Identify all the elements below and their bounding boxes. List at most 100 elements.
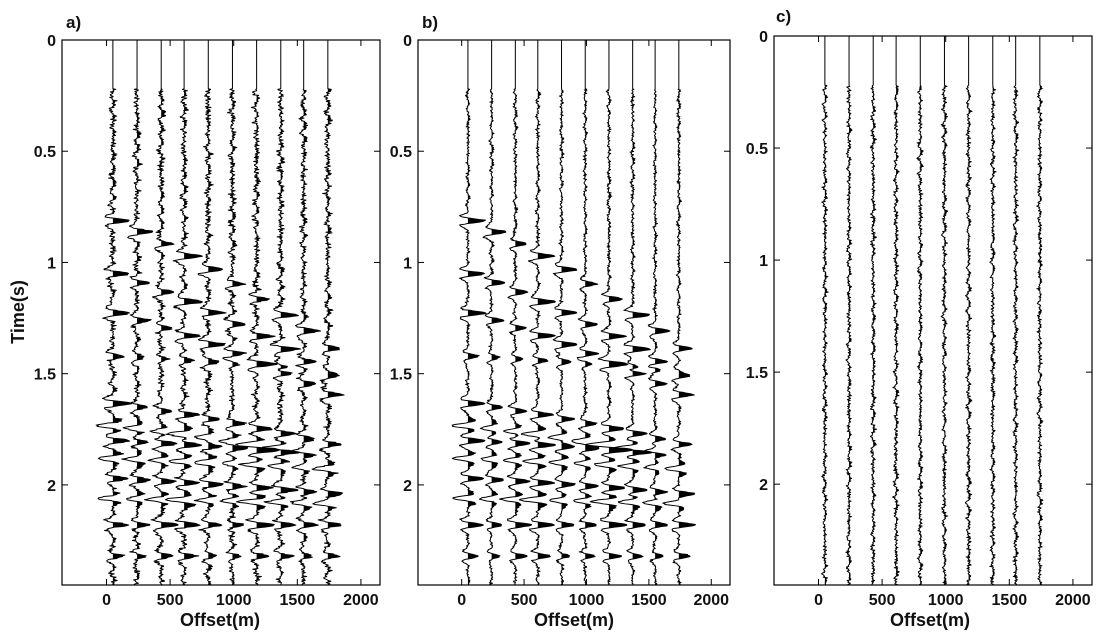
trace-wiggle (585, 40, 633, 585)
panel-c-x-axis-label: Offset(m) (890, 610, 970, 630)
trace-wiggle (642, 40, 671, 586)
trace-fill (1039, 36, 1043, 585)
trace (662, 40, 696, 585)
trace-wiggle (498, 40, 532, 585)
trace (451, 40, 487, 585)
trace-wiggle (547, 40, 578, 586)
y-tick-label: 0.5 (390, 144, 412, 161)
panel-c-label: c) (776, 7, 791, 26)
trace-fill (849, 36, 853, 585)
y-tick-label: 2 (759, 477, 768, 494)
x-tick-label: 2000 (343, 592, 379, 609)
trace (845, 36, 853, 586)
trace-fill (208, 40, 227, 585)
trace (1036, 36, 1044, 585)
trace (498, 40, 532, 585)
x-tick-label: 1500 (280, 592, 316, 609)
y-tick-label: 1 (759, 253, 768, 270)
y-tick-label: 1.5 (746, 365, 768, 382)
trace-wiggle (235, 40, 281, 585)
trace (95, 40, 133, 586)
panel-a-label: a) (66, 13, 81, 32)
trace (478, 40, 507, 586)
trace-wiggle (451, 40, 487, 585)
trace-wiggle (193, 40, 227, 586)
trace-wiggle (613, 40, 653, 585)
trace-wiggle (662, 40, 696, 585)
trace-wiggle (1012, 36, 1020, 585)
trace (1012, 36, 1020, 585)
trace (989, 36, 997, 586)
y-tick-label: 2 (403, 478, 412, 495)
trace (121, 40, 154, 585)
trace (235, 40, 281, 585)
x-tick-label: 1500 (631, 592, 667, 609)
x-tick-label: 0 (102, 592, 111, 609)
x-tick-label: 0 (814, 592, 823, 609)
trace-fill (515, 40, 532, 585)
trace (518, 40, 557, 585)
trace-wiggle (571, 40, 600, 586)
plot-frame (417, 39, 731, 586)
x-tick-label: 500 (157, 592, 184, 609)
trace-wiggle (1036, 36, 1044, 585)
trace (571, 40, 600, 586)
trace-wiggle (892, 36, 900, 586)
panel-b-label: b) (422, 13, 438, 32)
trace-wiggle (478, 40, 507, 586)
plot-frame (773, 35, 1093, 586)
trace (144, 40, 179, 585)
trace-fill (585, 40, 599, 585)
trace-wiggle (95, 40, 133, 586)
trace (869, 36, 878, 585)
trace (642, 40, 671, 586)
trace (289, 40, 322, 585)
y-tick-label: 1 (403, 255, 412, 272)
trace-fill (678, 40, 696, 585)
trace (964, 36, 973, 586)
trace (262, 40, 302, 585)
trace (585, 40, 633, 585)
trace-wiggle (916, 36, 924, 586)
trace-wiggle (964, 36, 973, 586)
trace (892, 36, 900, 586)
panel-a-y-axis-label: Time(s) (8, 280, 28, 344)
y-tick-label: 0.5 (34, 144, 56, 161)
trace-fill (491, 40, 506, 585)
y-tick-label: 1 (47, 255, 56, 272)
y-tick-label: 0 (47, 33, 56, 50)
plot-frame (61, 39, 381, 586)
trace (311, 40, 345, 585)
trace (613, 40, 653, 585)
y-tick-label: 0.5 (746, 141, 768, 158)
y-tick-label: 1.5 (34, 367, 56, 384)
x-tick-label: 1000 (569, 592, 605, 609)
x-tick-label: 1000 (216, 592, 252, 609)
trace-wiggle (262, 40, 302, 585)
x-tick-label: 500 (511, 592, 538, 609)
trace-fill (537, 40, 556, 585)
panel-c: c) Offset(m) 0 0.5 1 1.5 2 0 500 1000 1500 2000 (746, 7, 1093, 630)
x-tick-label: 2000 (693, 592, 729, 609)
trace-fill (232, 40, 248, 585)
y-tick-label: 2 (47, 478, 56, 495)
x-tick-label: 2000 (1055, 592, 1091, 609)
trace-wiggle (144, 40, 179, 585)
trace-wiggle (940, 36, 949, 585)
panel-a-x-axis-label: Offset(m) (180, 610, 260, 630)
trace-wiggle (518, 40, 557, 585)
panel-a: a) Time(s) Offset(m) 0 0.5 1 1.5 2 0 500 1000 15… (8, 13, 381, 630)
trace-wiggle (845, 36, 853, 586)
trace-wiggle (311, 40, 345, 585)
y-tick-label: 0 (403, 33, 412, 50)
trace (193, 40, 227, 586)
x-tick-label: 0 (457, 592, 466, 609)
trace-wiggle (164, 40, 203, 586)
trace-wiggle (289, 40, 322, 585)
trace-wiggle (218, 40, 249, 585)
trace-wiggle (989, 36, 997, 586)
trace (940, 36, 949, 585)
x-tick-label: 1500 (992, 592, 1028, 609)
y-tick-label: 1.5 (390, 367, 412, 384)
